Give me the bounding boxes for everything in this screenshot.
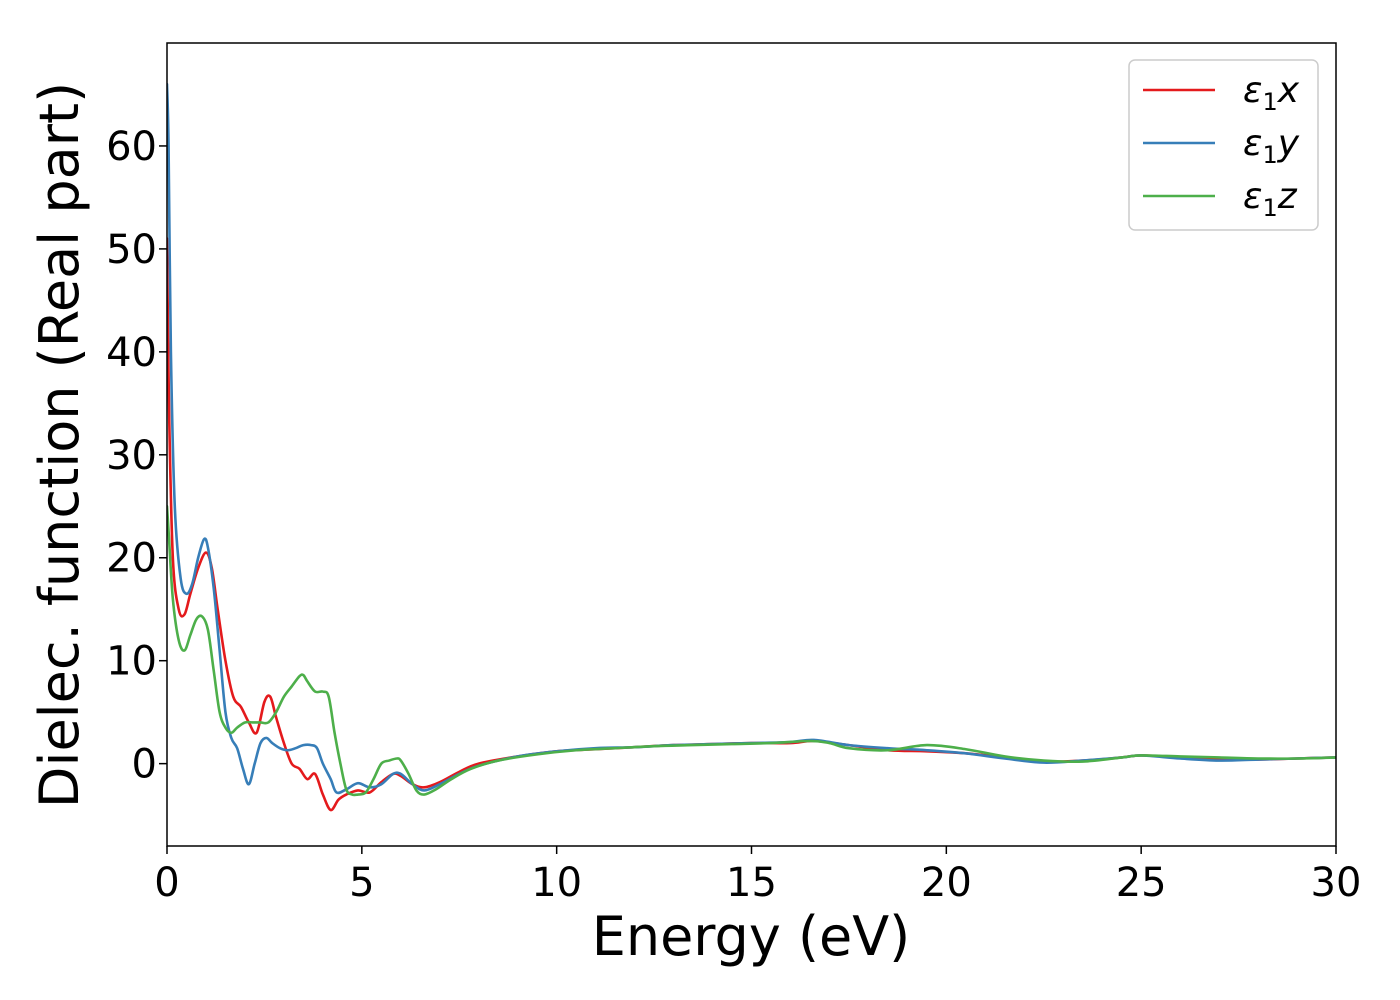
series-line-x [167,237,1336,812]
x-tick-label: 10 [531,860,582,906]
x-tick-label: 5 [349,860,374,906]
series-curves [167,82,1336,812]
y-tick-label: 0 [132,742,157,788]
y-axis-ticks: 0 10 20 30 40 50 60 [106,124,167,788]
legend-label-x: ε1x [1243,70,1300,116]
y-tick-label: 30 [106,433,157,479]
x-axis-ticks: 0 5 10 15 20 25 30 [154,846,1361,906]
series-line-y [167,82,1336,795]
legend: ε1x ε1y ε1z [1128,59,1319,231]
y-tick-label: 40 [106,330,157,376]
x-tick-label: 25 [1116,860,1167,906]
y-tick-label: 50 [106,227,157,273]
x-tick-label: 20 [921,860,972,906]
legend-box [1128,59,1319,231]
x-tick-label: 0 [154,860,179,906]
y-tick-label: 60 [106,124,157,170]
legend-label-z: ε1z [1243,176,1298,222]
x-tick-label: 30 [1311,860,1362,906]
y-axis-label: Dielec. function (Real part) [28,82,91,808]
x-axis-label: Energy (eV) [592,905,911,968]
x-tick-label: 15 [726,860,777,906]
legend-label-y: ε1y [1243,123,1300,169]
y-tick-label: 10 [106,639,157,685]
series-line-z [167,504,1336,797]
y-tick-label: 20 [106,536,157,582]
